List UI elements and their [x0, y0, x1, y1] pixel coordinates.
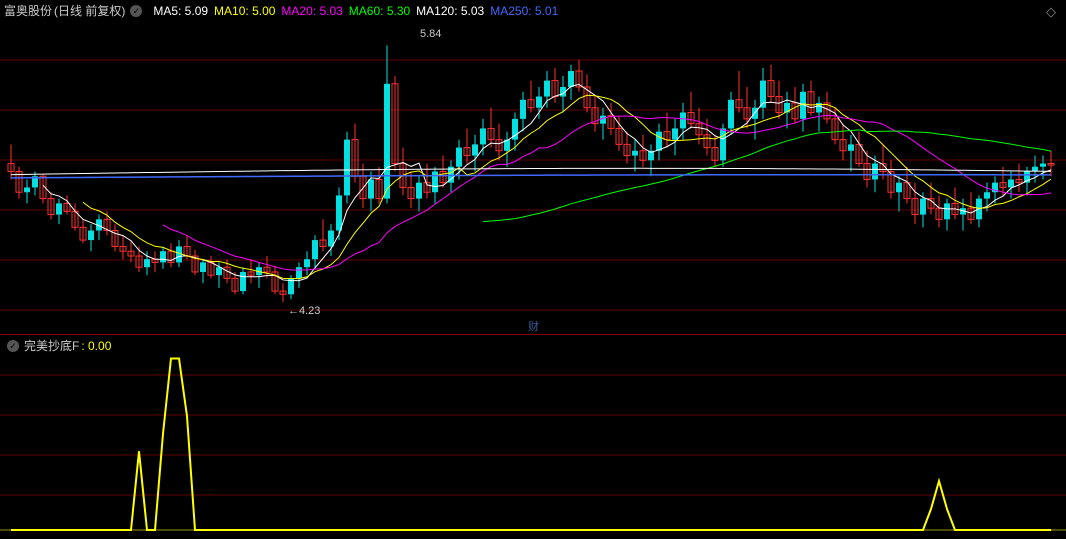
- collapse-icon[interactable]: ✓: [7, 340, 19, 352]
- main-chart-svg: [0, 0, 1066, 335]
- period-label: (日线 前复权): [54, 2, 125, 19]
- ma-legend: MA5: 5.09MA10: 5.00MA20: 5.03MA60: 5.30M…: [147, 4, 558, 18]
- stock-name: 富奥股份: [4, 2, 52, 19]
- main-chart-header: 富奥股份 (日线 前复权) ✓ MA5: 5.09MA10: 5.00MA20:…: [4, 2, 558, 19]
- indicator-value: : 0.00: [81, 339, 111, 353]
- sub-chart-header: ✓ 完美抄底F : 0.00: [4, 337, 111, 354]
- indicator-name: 完美抄底F: [24, 337, 79, 354]
- sub-chart-area[interactable]: ✓ 完美抄底F : 0.00: [0, 335, 1066, 538]
- main-chart-area[interactable]: 5.84 ←4.23 财: [0, 0, 1066, 335]
- collapse-icon[interactable]: ✓: [130, 5, 142, 17]
- sub-chart-svg: [0, 335, 1066, 538]
- watermark: 财: [528, 318, 539, 334]
- low-price-label: ←4.23: [288, 305, 320, 317]
- high-price-label: 5.84: [420, 28, 441, 40]
